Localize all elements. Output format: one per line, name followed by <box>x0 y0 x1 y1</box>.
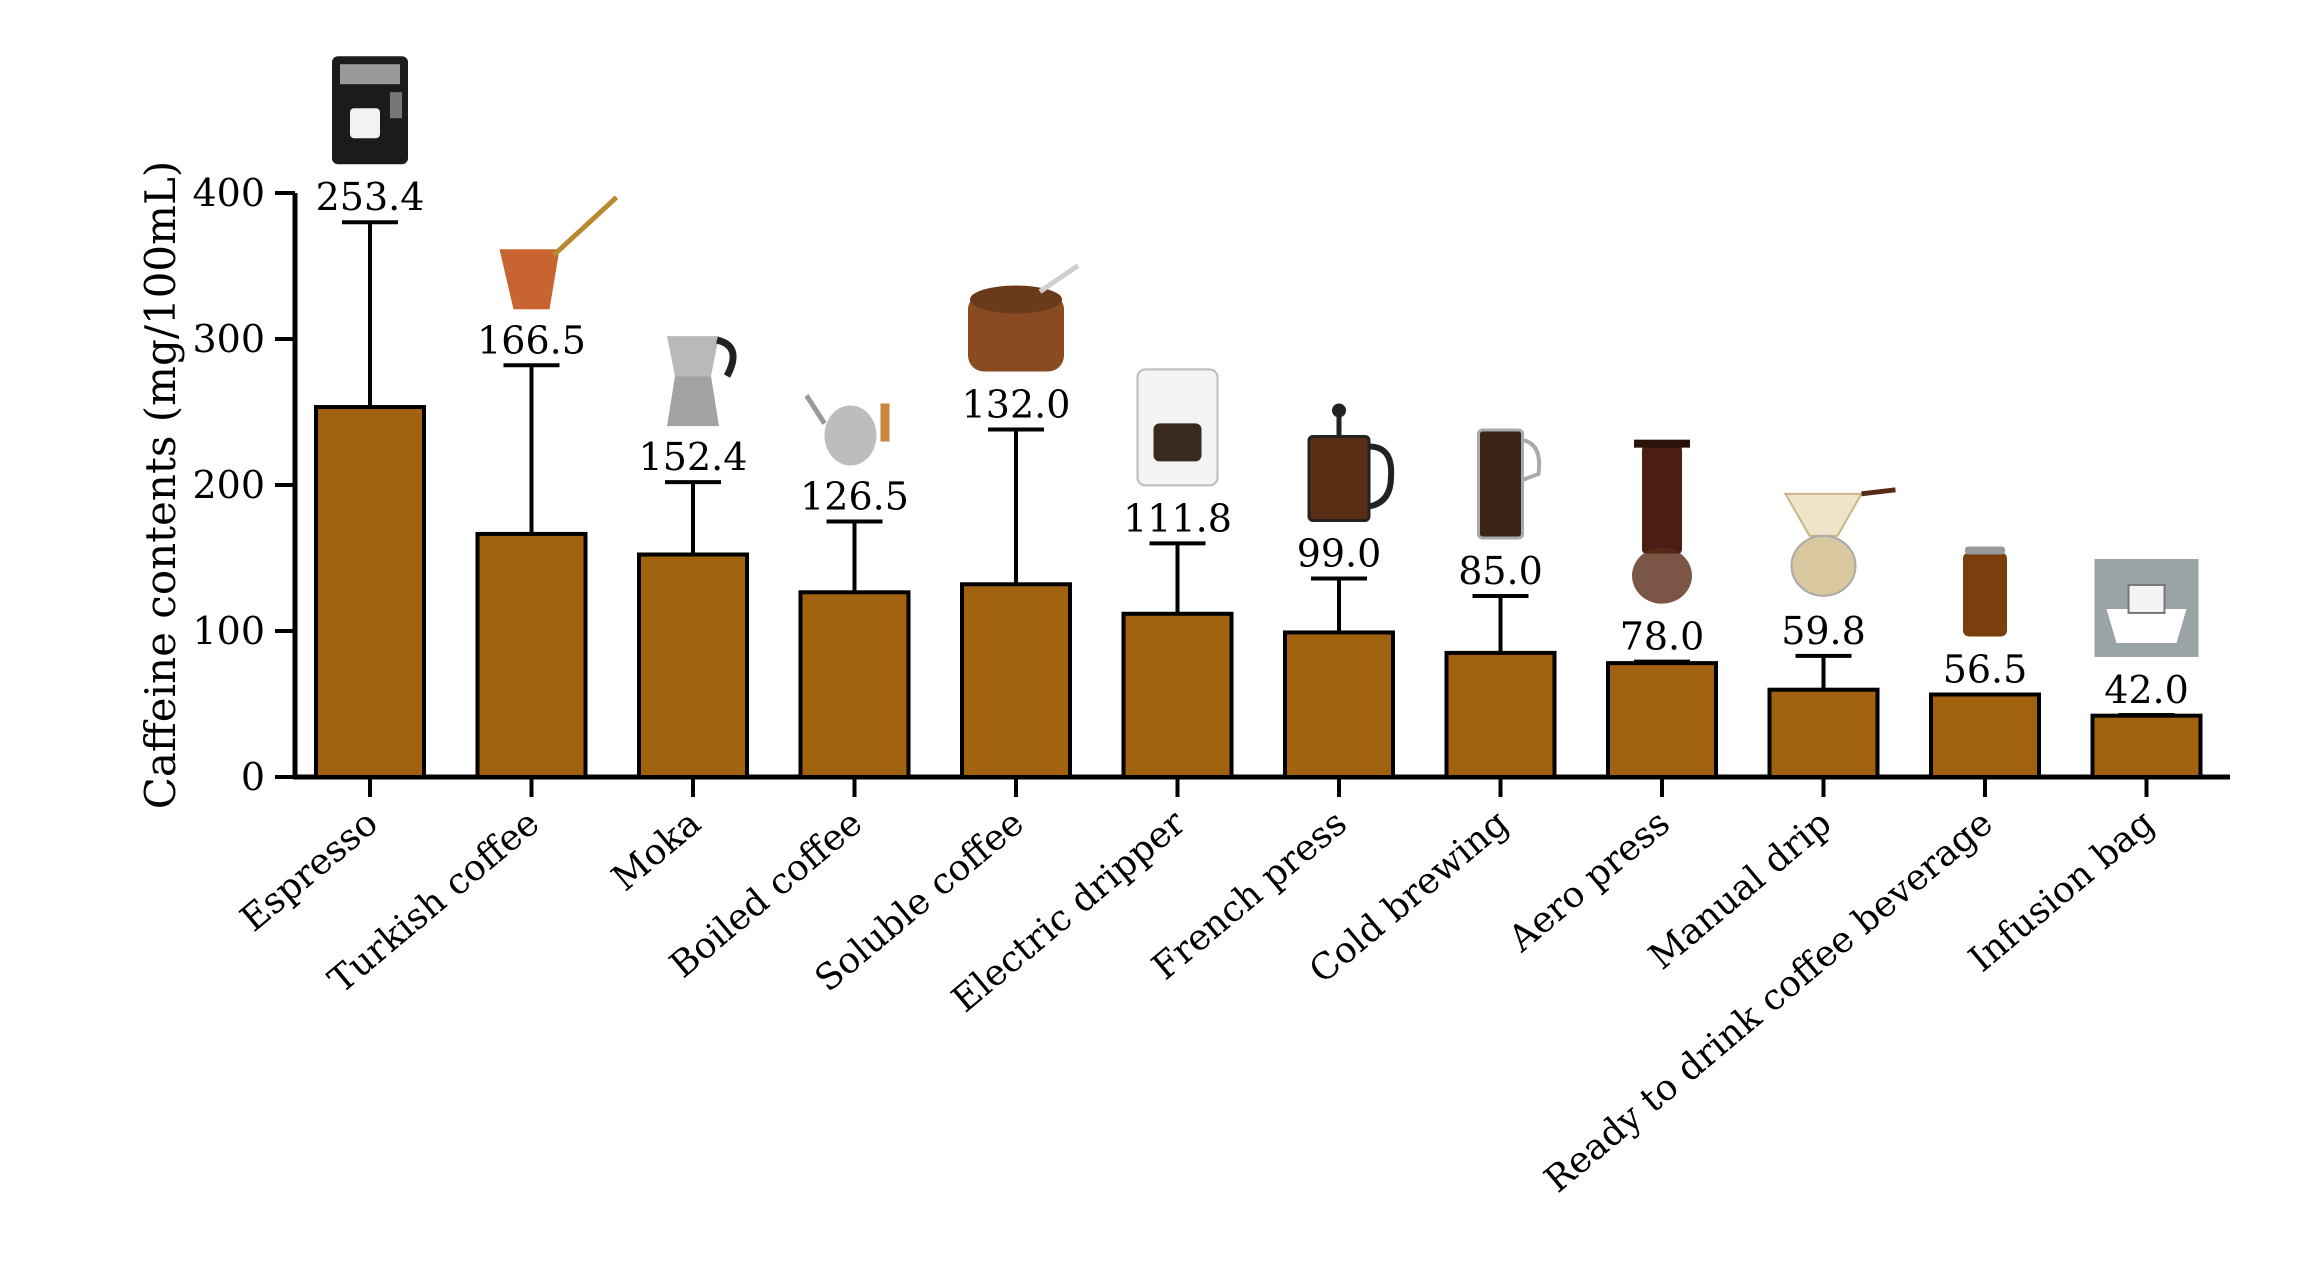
espresso-wand <box>390 92 402 119</box>
value-label: 166.5 <box>477 318 586 362</box>
coffee-can-icon <box>1963 546 2007 637</box>
pitcher-body <box>1477 428 1524 540</box>
instant-coffee-jar-icon <box>968 263 1080 372</box>
bars <box>314 220 2203 780</box>
x-tick-label: Espresso <box>233 802 386 939</box>
bar <box>1767 687 1880 780</box>
icons <box>332 56 2199 657</box>
press-knob <box>1332 403 1346 418</box>
dripper-carafe <box>1153 423 1202 462</box>
press-beaker <box>1307 434 1371 522</box>
espresso-cup <box>350 108 380 139</box>
bar <box>1606 661 1718 779</box>
moka-base <box>667 376 719 427</box>
value-label: 253.4 <box>316 175 425 219</box>
bar <box>1283 630 1395 780</box>
can-body <box>1963 552 2007 637</box>
x-tick-label: Aero press <box>1500 802 1677 960</box>
value-label: 59.8 <box>1781 609 1866 653</box>
bar <box>1121 611 1234 779</box>
press-handle <box>1368 443 1395 510</box>
jar-body <box>968 293 1064 372</box>
pitcher-handle <box>1521 437 1542 482</box>
bar <box>475 531 588 779</box>
jar-top <box>970 285 1062 314</box>
value-label: 152.4 <box>639 435 748 479</box>
bar <box>798 590 911 779</box>
cold-brew-pitcher-icon <box>1477 428 1542 540</box>
kettle-body <box>824 405 877 466</box>
aeropress-icon <box>1632 439 1692 604</box>
value-label: 78.0 <box>1620 615 1705 659</box>
y-tick-label: 200 <box>192 463 265 507</box>
moka-pot-icon <box>667 336 737 427</box>
value-label: 126.5 <box>800 475 909 519</box>
moka-handle <box>715 336 737 378</box>
cezve-pot <box>499 249 560 310</box>
espresso-machine-icon <box>332 56 408 165</box>
y-tick-label: 400 <box>192 171 265 215</box>
moka-top <box>667 336 719 377</box>
kettle-icon <box>804 394 890 466</box>
bar <box>1929 692 2041 780</box>
x-tick-label: Moka <box>604 802 708 899</box>
cezve-icon <box>499 195 619 310</box>
value-label: 111.8 <box>1123 496 1232 540</box>
drip-coffee-maker-icon <box>1136 368 1219 487</box>
drip-bag-cup-icon <box>2094 558 2199 657</box>
y-tick-label: 300 <box>192 317 265 361</box>
kettle-spout <box>804 394 827 425</box>
bar <box>1444 650 1557 780</box>
aero-cap <box>1634 439 1690 448</box>
bar <box>637 552 749 779</box>
cezve-handle <box>551 195 619 258</box>
pour-over-dripper-icon <box>1783 487 1896 597</box>
pourover-handle <box>1861 487 1896 497</box>
value-label: 42.0 <box>2104 668 2189 712</box>
bar <box>314 405 426 779</box>
kettle-handle <box>880 403 890 442</box>
y-axis-title: Caffeine contents (mg/100mL) <box>136 161 185 810</box>
value-label: 99.0 <box>1297 531 1382 575</box>
dripbag-bag <box>2127 583 2166 614</box>
dripbag-cup <box>2106 608 2187 643</box>
y-tick-label: 0 <box>241 755 265 799</box>
bar <box>960 582 1072 780</box>
value-label: 132.0 <box>962 383 1071 427</box>
aero-chamber <box>1642 445 1682 554</box>
bar <box>2090 713 2203 779</box>
can-lid <box>1965 546 2005 555</box>
pourover-filter <box>1783 492 1864 537</box>
value-label: 56.5 <box>1943 648 2028 692</box>
espresso-head <box>340 64 400 85</box>
aero-mug <box>1632 547 1692 604</box>
pourover-carafe <box>1790 534 1857 597</box>
jar-spoon <box>1038 263 1080 294</box>
value-label: 85.0 <box>1458 549 1543 593</box>
french-press-icon <box>1307 403 1395 522</box>
y-tick-label: 100 <box>192 609 265 653</box>
